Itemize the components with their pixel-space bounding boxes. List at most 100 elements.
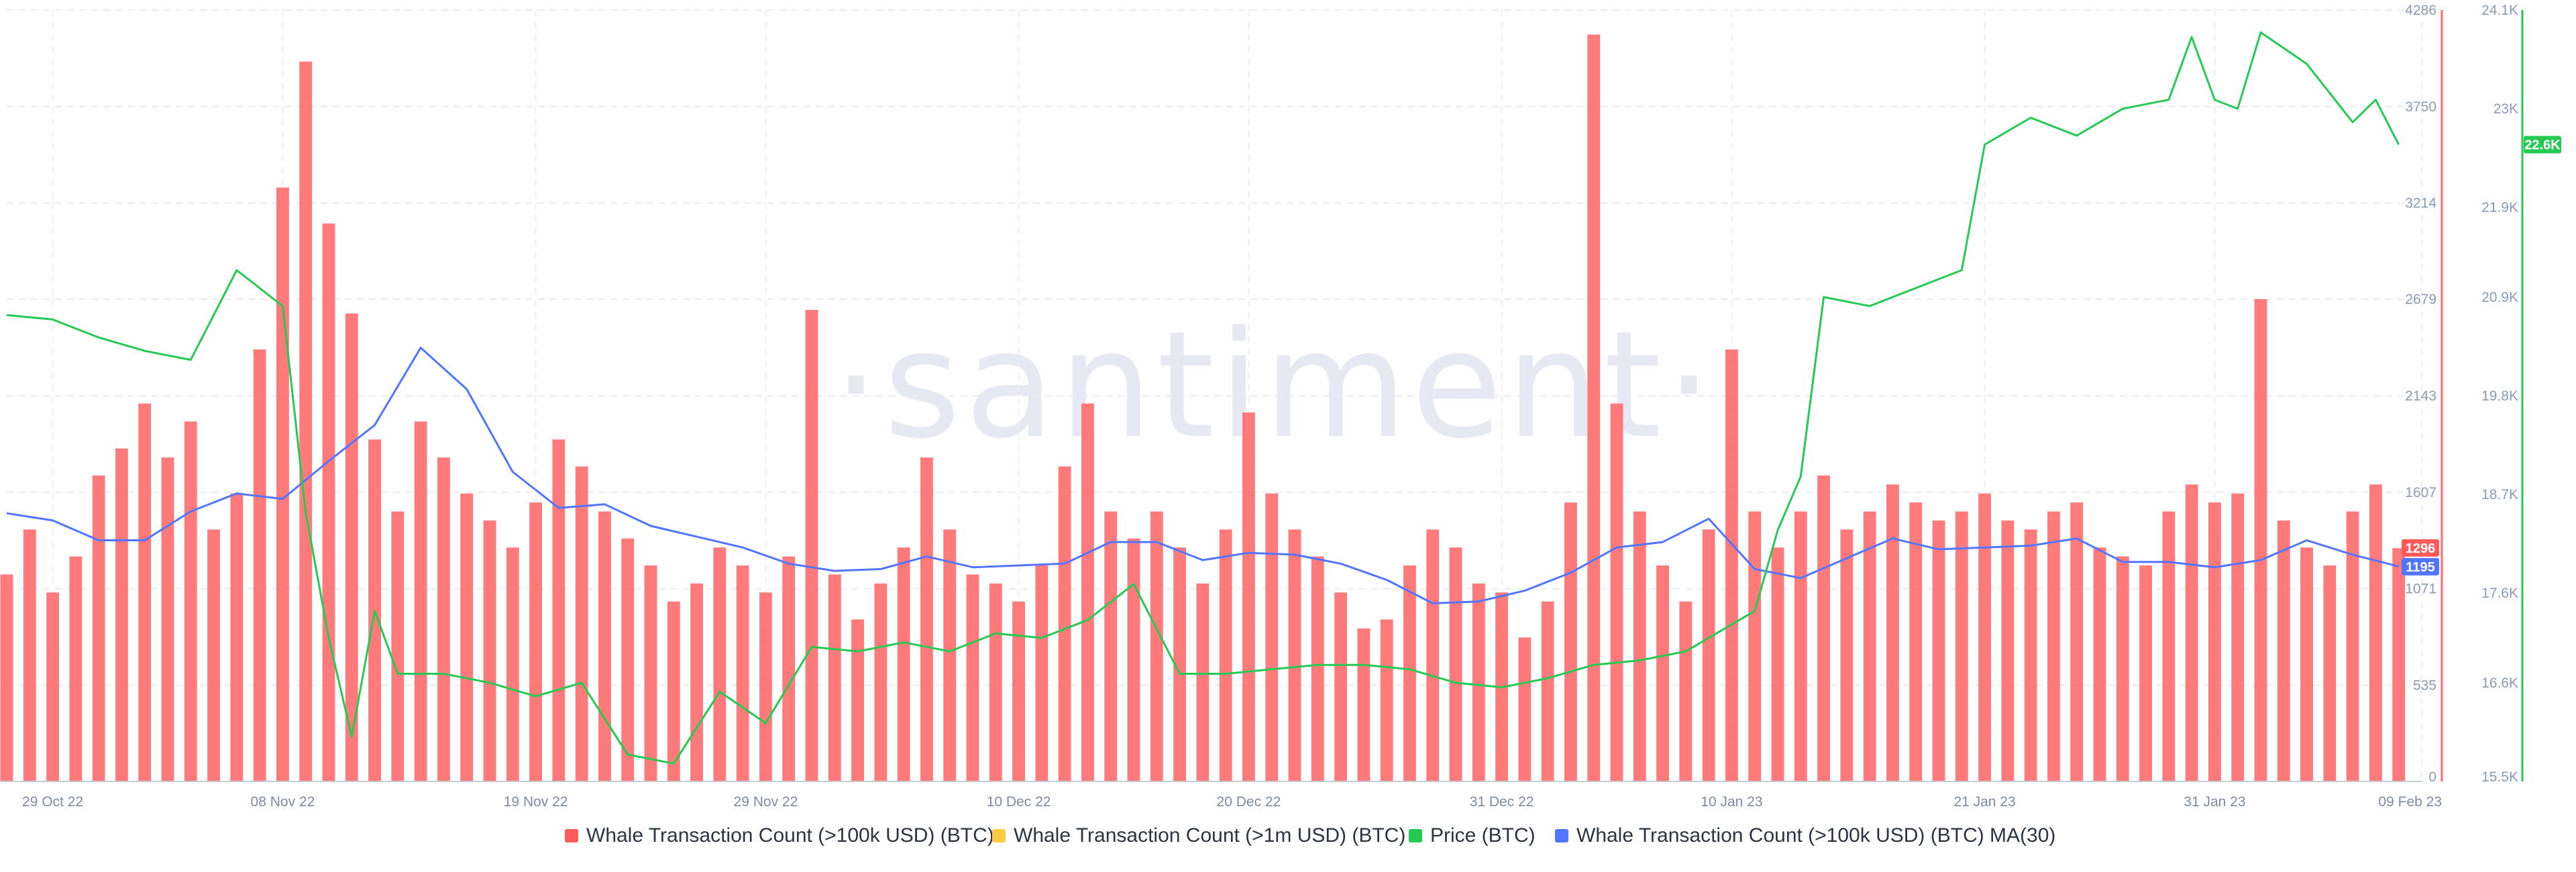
right-tick-label: 23K <box>2493 101 2518 117</box>
ma30-line <box>6 346 2400 604</box>
series-lines <box>6 31 2400 765</box>
whale-count-bar <box>1426 529 1440 781</box>
whale-count-bar <box>575 466 588 781</box>
whale-count-bar <box>46 592 59 781</box>
right-tick-label: 18.7K <box>2481 487 2518 502</box>
whale-count-bar <box>1311 556 1324 781</box>
whale-count-bar <box>1058 466 1071 781</box>
whale-count-bar <box>2139 565 2152 781</box>
legend-label: Price (BTC) <box>1430 824 1536 847</box>
x-tick-label: 08 Nov 22 <box>251 794 315 810</box>
whale-count-bar <box>1334 592 1347 781</box>
right-tick-label: 15.5K <box>2481 769 2518 785</box>
whale-count-bar <box>621 538 635 781</box>
whale-count-bar <box>2047 511 2060 781</box>
legend-item: Whale Transaction Count (>100k USD) (BTC… <box>1555 824 2055 847</box>
x-tick-label: 29 Oct 22 <box>22 794 83 810</box>
price-badge-text: 22.6K <box>2524 138 2561 153</box>
whale-count-bar <box>943 529 957 781</box>
whale-count-bar <box>1817 475 1830 781</box>
price-line <box>6 31 2400 765</box>
x-tick-label: 10 Dec 22 <box>987 794 1051 810</box>
whale-count-bar <box>1909 502 1923 781</box>
whale-count-bar <box>1173 547 1186 781</box>
whale-count-bar <box>391 511 405 781</box>
whale-count-bar <box>161 457 174 781</box>
x-tick-label: 31 Jan 23 <box>2184 794 2245 810</box>
whale-count-bar <box>1679 601 1693 781</box>
left-tick-label: 1607 <box>2405 485 2436 500</box>
whale-count-bar <box>2185 484 2198 781</box>
whale-count-bar <box>253 349 266 781</box>
axes: 0 535 1071 1607 2143 2679 3214 3750 4286 15.5K 16.… <box>0 3 2524 810</box>
whale-count-bar <box>828 574 841 781</box>
whale-count-bar <box>1794 511 1807 781</box>
whale-count-bar <box>2162 511 2176 781</box>
legend-label: Whale Transaction Count (>100k USD) (BTC… <box>1576 824 2055 847</box>
price-badge: 22.6K <box>2524 135 2561 154</box>
whale-count-bar <box>1656 565 1669 781</box>
whale-count-bar <box>138 403 152 781</box>
left-tick-label: 3214 <box>2405 196 2436 211</box>
whale-count-bar <box>1403 565 1416 781</box>
x-tick-label: 20 Dec 22 <box>1217 794 1281 810</box>
right-tick-label: 17.6K <box>2481 586 2518 601</box>
whale-count-bar <box>966 574 979 781</box>
whale-count-bar <box>322 223 335 781</box>
right-tick-label: 24.1K <box>2481 3 2518 18</box>
x-tick-label: 31 Dec 22 <box>1470 794 1534 810</box>
whale-count-bar <box>414 421 427 781</box>
whale-count-bar <box>1541 601 1554 781</box>
whale-count-bar <box>1932 520 1945 781</box>
left-tick-label: 4286 <box>2405 3 2436 18</box>
whale-count-badge-text: 1296 <box>2406 541 2436 556</box>
whale-count-bar <box>552 439 566 781</box>
left-tick-label: 535 <box>2413 677 2436 693</box>
whale-count-bar <box>736 565 749 781</box>
whale-count-bar <box>667 601 680 781</box>
whale-count-bar <box>2116 556 2129 781</box>
whale-count-bar <box>1518 637 1532 781</box>
x-tick-label: 19 Nov 22 <box>504 794 568 810</box>
whale-count-bar <box>184 421 197 781</box>
whale-count-bar <box>115 448 128 781</box>
left-tick-label: 2143 <box>2405 388 2436 404</box>
whale-count-bar <box>2277 520 2290 781</box>
whale-count-bar <box>713 547 727 781</box>
whale-count-bars <box>0 34 2406 782</box>
whale-count-bar <box>1886 484 1899 781</box>
whale-count-bar <box>1265 493 1279 781</box>
whale-count-bar <box>1863 511 1876 781</box>
legend: Whale Transaction Count (>100k USD) (BTC… <box>565 824 2055 847</box>
whale-count-bar <box>1472 583 1485 781</box>
whale-count-bar <box>1633 511 1646 781</box>
whale-count-bar <box>1127 538 1140 781</box>
legend-swatch <box>565 829 578 842</box>
whale-count-bar <box>437 457 450 781</box>
whale-count-bar <box>1840 529 1854 781</box>
x-tick-label: 21 Jan 23 <box>1953 794 2015 810</box>
legend-swatch <box>1555 829 1568 842</box>
whale-count-bar <box>759 592 772 781</box>
whale-count-bar <box>1955 511 1968 781</box>
whale-count-bar <box>1242 412 1255 781</box>
whale-count-bar <box>2300 547 2313 781</box>
whale-count-bar <box>1449 547 1462 781</box>
whale-count-bar <box>1725 349 1738 781</box>
whale-count-bar <box>299 61 313 781</box>
whale-count-bar <box>207 529 220 781</box>
left-tick-label: 2679 <box>2405 292 2436 307</box>
whale-count-bar <box>920 457 933 781</box>
whale-count-bar <box>989 583 1002 781</box>
whale-count-bar <box>598 511 611 781</box>
whale-count-badge: 1296 <box>2402 539 2439 557</box>
whale-count-bar <box>851 619 864 781</box>
whale-count-bar <box>1081 403 1094 781</box>
whale-count-bar <box>644 565 657 781</box>
whale-count-bar <box>345 313 358 781</box>
whale-count-bar <box>1219 529 1232 781</box>
whale-count-bar <box>483 520 496 781</box>
whale-count-bar <box>805 310 818 781</box>
